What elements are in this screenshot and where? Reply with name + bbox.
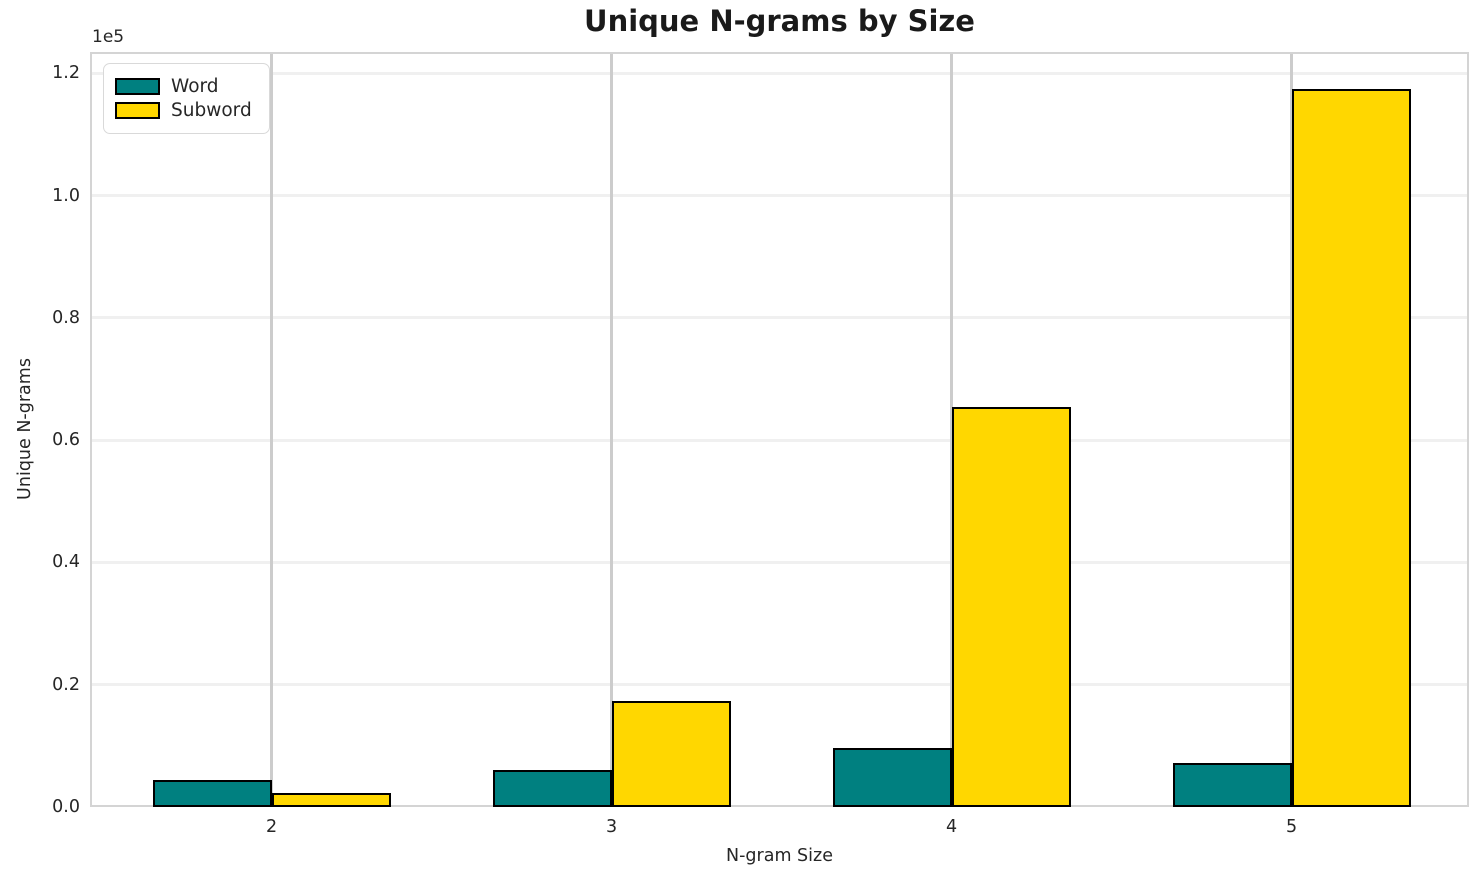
h-gridline (90, 194, 1469, 198)
subword-bar-n4 (951, 406, 1071, 807)
x-tick-label: 3 (605, 817, 618, 837)
y-tick-label: 0.0 (52, 797, 80, 817)
legend-entry-word: Word (115, 76, 252, 97)
v-gridline (270, 52, 273, 807)
y-tick-label: 1.2 (52, 63, 80, 84)
axes-spines (90, 52, 1469, 807)
chart-title: Unique N-grams by Size (584, 4, 975, 38)
y-axis-offset-text: 1e5 (92, 27, 125, 47)
x-tick-label: 5 (1285, 817, 1298, 837)
y-tick-label: 0.2 (52, 674, 80, 695)
h-gridline (90, 438, 1469, 442)
subword-bar-n5 (1291, 89, 1411, 807)
word-bar-n2 (152, 779, 272, 807)
legend-entry-subword: Subword (115, 100, 252, 121)
y-tick-label: 0.4 (52, 552, 80, 573)
legend-label-word: Word (171, 76, 219, 97)
legend: Word Subword (103, 63, 270, 134)
h-gridline (90, 683, 1469, 687)
y-tick-label: 0.8 (52, 307, 80, 328)
h-gridline (90, 71, 1469, 75)
subword-bar-n3 (611, 701, 731, 807)
word-bar-n4 (832, 747, 952, 807)
word-bar-n3 (492, 770, 612, 807)
x-axis-label: N-gram Size (726, 846, 833, 866)
y-tick-label: 0.6 (52, 430, 80, 451)
subword-swatch (115, 102, 160, 119)
x-tick-label: 4 (945, 817, 958, 837)
y-tick-label: 1.0 (52, 185, 80, 206)
plot-area: Word Subword (90, 52, 1469, 807)
v-gridline (610, 52, 613, 807)
legend-label-subword: Subword (171, 100, 252, 121)
h-gridline (90, 316, 1469, 320)
word-swatch (115, 78, 160, 95)
word-bar-n5 (1172, 762, 1292, 807)
h-gridline (90, 560, 1469, 564)
subword-bar-n2 (271, 792, 391, 807)
x-tick-label: 2 (265, 817, 278, 837)
